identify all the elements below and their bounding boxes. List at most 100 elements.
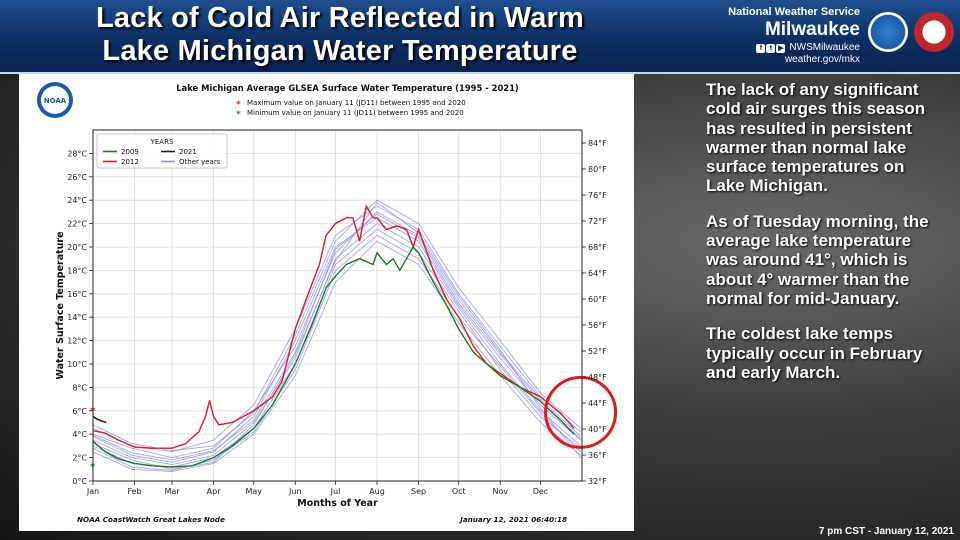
series-line-2009 [92, 245, 575, 468]
other-year-line [92, 217, 581, 463]
y-tick-label: 26°C [67, 173, 87, 182]
other-year-line [92, 201, 582, 470]
nws-office-block: National Weather Service Milwaukee f t ▶ N… [728, 6, 860, 66]
side-paragraph-3: The coldest lake temps typically occur i… [706, 324, 923, 382]
noaa-logo-icon [868, 12, 908, 52]
title-line-1: Lack of Cold Air Reflected in Warm [95, 2, 585, 34]
chart-title: Lake Michigan Average GLSEA Surface Wate… [176, 83, 519, 93]
y-tick-label: 14°C [67, 313, 87, 322]
legend-label: 2009 [121, 148, 139, 156]
x-tick-label: Jul [330, 487, 341, 496]
youtube-icon: ▶ [776, 44, 786, 53]
annotation-marker: * [236, 100, 241, 110]
other-year-line [92, 211, 582, 459]
side-explanation: The lack of any significant cold air sur… [706, 80, 946, 398]
legend-label: 2021 [179, 148, 197, 156]
y-axis-label: Water Surface Temperature [55, 231, 66, 379]
highlighted-series-lines: ** [90, 204, 618, 473]
other-year-line [92, 199, 581, 452]
x-tick-label: Sep [411, 487, 426, 496]
y-tick-label: 12°C [67, 337, 87, 346]
title-banner: Lack of Cold Air Reflected in Warm Lake … [0, 0, 960, 74]
x-tick-label: Dec [533, 487, 548, 496]
chart-panel: NOAA * * 0°C 2°C 4°C 6°C 8°C 10°C 12°C 14°C 16°C 1… [19, 74, 634, 531]
annotation-text: Maximum value on January 11 (JD11) betwe… [247, 99, 466, 107]
legend-title: YEARS [150, 138, 174, 146]
nws-org-name: National Weather Service [728, 6, 860, 18]
y2-tick-label: 80°F [588, 165, 607, 174]
y-tick-label: 28°C [67, 149, 87, 158]
x-tick-label: Mar [164, 487, 180, 496]
chart-source: NOAA CoastWatch Great Lakes Node [77, 515, 225, 524]
series-line-2021 [92, 415, 107, 424]
other-year-line [92, 228, 581, 468]
chart-text: Months of Year Water Surface Temperature L… [55, 83, 567, 524]
y-tick-label: 16°C [67, 290, 87, 299]
nws-website: weather.gov/mkx [784, 54, 860, 66]
y2-tick-label: 40°F [588, 425, 607, 434]
chart-legend: YEARS 2009 2021 2012 Other years [96, 133, 228, 169]
other-years-lines [92, 199, 582, 473]
series-line-2012 [92, 204, 575, 449]
y2-tick-label: 36°F [588, 451, 607, 460]
x-tick-label: Nov [492, 487, 508, 496]
highlight-circle [544, 375, 618, 449]
other-year-line [92, 223, 581, 466]
plot-frame [92, 129, 583, 482]
y2-tick-label: 76°F [588, 191, 607, 200]
x-tick-label: Aug [369, 487, 385, 496]
grid-lines [92, 130, 582, 482]
y2-tick-label: 84°F [588, 139, 607, 148]
page-title: Lack of Cold Air Reflected in Warm Lake … [20, 2, 660, 68]
x-tick-label: Oct [452, 487, 466, 496]
x-tick-label: Apr [207, 487, 222, 496]
y2-tick-label: 32°F [588, 477, 607, 486]
twitter-icon: t [766, 44, 776, 53]
nws-social-handle: f t ▶ NWSMilwaukee [728, 41, 860, 54]
nws-office-name: Milwaukee [764, 19, 860, 40]
y-tick-label: 10°C [67, 360, 87, 369]
social-handle-text: NWSMilwaukee [789, 42, 860, 54]
y-tick-label: 18°C [67, 266, 87, 275]
title-line-2: Lake Michigan Water Temperature [102, 35, 578, 67]
y2-tick-label: 48°F [588, 373, 607, 382]
y-tick-label: 6°C [72, 407, 87, 416]
x-axis-label: Months of Year [297, 498, 378, 509]
x-tick-label: Jun [288, 487, 302, 496]
x-tick-label: May [245, 487, 262, 496]
x-tick-label: Jan [86, 487, 99, 496]
annotation-text: Minimum value on January 11 (JD11) betwe… [247, 109, 464, 117]
y-tick-label: 20°C [67, 243, 87, 252]
y2-tick-label: 64°F [588, 269, 607, 278]
y-tick-label: 8°C [72, 383, 87, 392]
water-temperature-chart: NOAA ** 0°C 2°C 4°C 6°C 8°C 10°C 12°C 14°C 16°C 1… [37, 82, 618, 524]
y2-tick-label: 72°F [588, 217, 607, 226]
y-tick-label: 22°C [67, 220, 87, 229]
y-tick-label: 2°C [72, 454, 87, 463]
noaa-chart-logo-text: NOAA [44, 97, 67, 105]
x-tick-label: Feb [127, 487, 141, 496]
y-tick-label: 24°C [67, 196, 87, 205]
side-paragraph-1: The lack of any significant cold air sur… [706, 80, 926, 196]
y2-tick-label: 68°F [588, 243, 607, 252]
y2-tick-label: 60°F [588, 295, 607, 304]
social-icons: f t ▶ [756, 41, 786, 54]
y2-tick-label: 56°F [588, 321, 607, 330]
facebook-icon: f [756, 44, 766, 53]
y-tick-label: 4°C [72, 430, 87, 439]
y2-tick-label: 44°F [588, 399, 607, 408]
chart-timestamp: January 12, 2021 06:40:18 [458, 515, 567, 524]
nws-logo-icon [914, 12, 954, 52]
other-year-line [92, 205, 581, 453]
legend-label: 2012 [121, 158, 139, 166]
other-year-line [92, 234, 582, 471]
y-tick-label: 0°C [72, 477, 87, 486]
issue-date: 7 pm CST - January 12, 2021 [818, 526, 954, 537]
legend-label: Other years [179, 158, 221, 166]
chart-axes: 0°C 2°C 4°C 6°C 8°C 10°C 12°C 14°C 16°C 18°C 20°C 2… [67, 129, 607, 496]
other-year-line [92, 213, 582, 461]
side-paragraph-2: As of Tuesday morning, the average lake … [706, 211, 929, 308]
noaa-chart-logo-inner [41, 86, 69, 114]
annotation-marker: * [236, 110, 241, 120]
y2-tick-label: 52°F [588, 347, 607, 356]
